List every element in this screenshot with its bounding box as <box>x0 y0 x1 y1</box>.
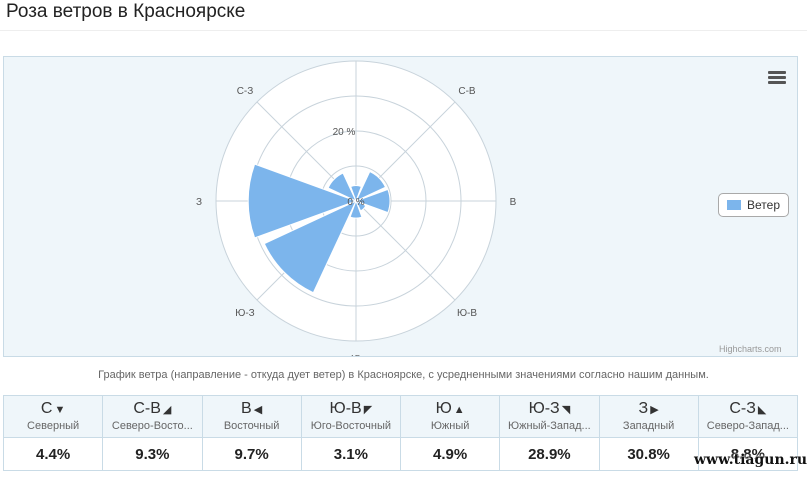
wind-wedge <box>349 199 363 219</box>
direction-code: С <box>40 400 53 417</box>
wind-wedge <box>354 170 387 203</box>
arrow-southwest-icon: ◢ <box>162 404 172 416</box>
legend-item-wind[interactable]: Ветер <box>718 193 789 217</box>
wind-wedge <box>354 199 367 212</box>
direction-value: 9.7% <box>234 445 269 463</box>
direction-name: Западный <box>622 420 675 432</box>
direction-code: З <box>638 400 649 417</box>
direction-name: Южный <box>430 420 470 432</box>
direction-header: В ◀ Восточный <box>202 396 301 438</box>
direction-name: Восточный <box>223 420 280 432</box>
direction-column: С-З ◣ Северо-Запад... 8.8% <box>698 396 797 470</box>
direction-value: 3.1% <box>333 445 368 463</box>
direction-header: С ▼ Северный <box>4 396 103 438</box>
legend-swatch <box>727 200 741 210</box>
direction-label: Ю-В <box>457 308 477 319</box>
arrow-southeast-icon: ◣ <box>757 404 767 416</box>
wind-wedge <box>350 185 362 203</box>
direction-name: Южный-Запад... <box>508 420 591 432</box>
wind-rose-svg: СС-ВВЮ-ВЮЮ-ЗЗС-З0 %20 % <box>196 60 517 356</box>
arrow-northwest-icon: ◤ <box>363 404 373 416</box>
chart-caption: График ветра (направление - откуда дует … <box>98 369 709 381</box>
page-title: Роза ветров в Красноярске <box>6 1 246 22</box>
direction-column: В ◀ Восточный 9.7% <box>202 396 302 470</box>
direction-code: Ю <box>435 400 452 417</box>
direction-header: Ю ▲ Южный <box>401 396 500 438</box>
direction-label: В <box>510 197 517 208</box>
wind-wedge <box>327 172 358 203</box>
direction-label: С-З <box>237 86 254 97</box>
direction-value: 30.8% <box>627 445 670 463</box>
direction-header: З ▶ Западный <box>599 396 698 438</box>
direction-value: 4.9% <box>433 445 468 463</box>
direction-name: Северо-Восто... <box>111 420 193 432</box>
direction-label: Ю-З <box>235 308 254 319</box>
direction-column: Ю ▲ Южный 4.9% <box>401 396 501 470</box>
direction-table: С ▼ Северный 4.4% С-В ◢ Северо-Восто... 9.… <box>3 395 798 471</box>
radial-tick-label: 0 % <box>347 197 364 208</box>
wind-wedge <box>354 188 391 214</box>
direction-header: С-З ◣ Северо-Запад... <box>698 396 797 438</box>
polar-grid-spoke <box>355 200 456 301</box>
direction-column: Ю-З ◥ Южный-Запад... 28.9% <box>500 396 600 470</box>
direction-value: 28.9% <box>528 445 571 463</box>
watermark: www.tiagun.ru <box>694 452 807 468</box>
arrow-northeast-icon: ◥ <box>561 404 571 416</box>
arrow-left-icon: ◀ <box>253 404 263 416</box>
radial-tick-label: 20 % <box>333 127 356 138</box>
direction-label: Ю <box>351 354 361 356</box>
direction-value: 8.8% <box>730 445 765 463</box>
direction-label: С-В <box>458 86 476 97</box>
arrow-up-icon: ▲ <box>453 404 465 416</box>
direction-header: Ю-В ◤ Юго-Восточный <box>301 396 400 438</box>
direction-label: З <box>196 197 202 208</box>
arrow-down-icon: ▼ <box>54 404 66 416</box>
wind-wedge <box>247 163 358 239</box>
direction-code: С-В <box>133 400 161 417</box>
direction-name: Северный <box>27 420 80 432</box>
title-divider <box>0 30 807 31</box>
direction-header: Ю-З ◥ Южный-Запад... <box>500 396 599 438</box>
direction-value: 9.3% <box>135 445 170 463</box>
hamburger-icon[interactable] <box>766 69 788 89</box>
direction-code: В <box>241 400 252 417</box>
direction-column: С ▼ Северный 4.4% <box>4 396 104 470</box>
direction-code: Ю-З <box>528 400 560 417</box>
wind-wedge <box>263 199 358 294</box>
direction-value: 4.4% <box>36 445 71 463</box>
direction-header: С-В ◢ Северо-Восто... <box>103 396 202 438</box>
legend-label: Ветер <box>747 198 780 212</box>
direction-column: З ▶ Западный 30.8% <box>599 396 699 470</box>
direction-name: Северо-Запад... <box>706 420 789 432</box>
wind-rose-chart: СС-ВВЮ-ВЮЮ-ЗЗС-З0 %20 % Ветер Highcharts… <box>3 56 798 357</box>
chart-credits[interactable]: Highcharts.com <box>719 344 782 354</box>
direction-name: Юго-Восточный <box>310 420 391 432</box>
direction-code: Ю-В <box>329 400 362 417</box>
direction-column: С-В ◢ Северо-Восто... 9.3% <box>103 396 203 470</box>
direction-code: С-З <box>729 400 756 417</box>
direction-column: Ю-В ◤ Юго-Восточный 3.1% <box>301 396 401 470</box>
arrow-right-icon: ▶ <box>650 404 659 416</box>
